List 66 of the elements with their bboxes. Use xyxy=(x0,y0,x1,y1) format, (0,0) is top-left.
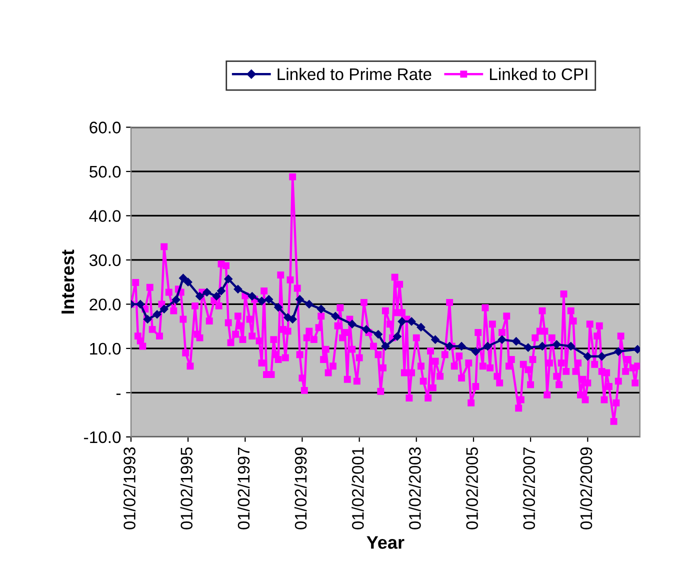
y-tick-label: 30.0 xyxy=(89,254,121,266)
point xyxy=(584,352,592,361)
x-tick-label: 01/02/2005 xyxy=(466,447,478,530)
point xyxy=(172,296,180,304)
point xyxy=(160,304,168,314)
x-tick-label: 01/02/2001 xyxy=(352,447,364,530)
point xyxy=(202,288,212,296)
x-tick-label: 01/02/2007 xyxy=(522,447,536,530)
point xyxy=(234,285,242,294)
point xyxy=(305,300,314,308)
point xyxy=(184,278,192,286)
point xyxy=(374,330,382,338)
point xyxy=(274,303,282,312)
point xyxy=(288,315,297,324)
point xyxy=(633,345,640,354)
point xyxy=(498,335,506,344)
point xyxy=(331,312,340,320)
point xyxy=(445,342,454,350)
point xyxy=(179,274,188,282)
point xyxy=(152,310,162,318)
point xyxy=(431,335,440,344)
point xyxy=(381,342,390,350)
point xyxy=(224,274,232,284)
x-tick-label: 01/02/1995 xyxy=(180,447,193,530)
point xyxy=(217,286,226,296)
point xyxy=(552,340,561,349)
point xyxy=(393,332,402,341)
point xyxy=(258,296,266,306)
y-tick-label: -10.0 xyxy=(84,431,121,444)
point xyxy=(484,342,492,350)
point xyxy=(512,337,520,346)
point xyxy=(296,295,304,304)
point xyxy=(472,347,480,356)
point xyxy=(407,317,416,326)
x-tick-label: 01/02/1993 xyxy=(123,447,136,530)
point xyxy=(316,304,326,314)
point xyxy=(614,347,623,356)
y-tick-label: 10.0 xyxy=(90,342,121,355)
y-tick-label: 60.0 xyxy=(90,122,121,134)
point xyxy=(416,323,426,332)
point xyxy=(398,317,406,326)
point xyxy=(264,295,273,304)
point xyxy=(212,292,221,300)
point xyxy=(566,342,576,350)
point xyxy=(143,315,152,324)
y-tick-label: 50.0 xyxy=(89,166,121,178)
x-tick-label: 01/02/1997 xyxy=(237,447,250,530)
point xyxy=(362,325,370,334)
legend-label: Linked to CPI xyxy=(490,68,588,80)
point xyxy=(136,300,144,308)
y-tick-label: 20.0 xyxy=(90,298,121,310)
x-tick-label: 01/02/2009 xyxy=(580,447,592,530)
legend-label: Linked to Prime Rate xyxy=(278,68,432,80)
x-tick-label: 01/02/1999 xyxy=(294,447,307,530)
point xyxy=(248,292,256,300)
point xyxy=(598,352,606,361)
point xyxy=(538,342,546,350)
y-axis-title: Interest xyxy=(62,250,74,314)
point xyxy=(524,343,532,352)
y-tick-label: - xyxy=(116,394,121,395)
y-tick-label: 40.0 xyxy=(89,210,121,222)
point xyxy=(348,320,356,328)
point xyxy=(196,292,204,300)
x-axis-title: Year xyxy=(366,536,404,549)
x-tick-label: 01/02/2003 xyxy=(408,447,421,530)
point xyxy=(457,342,466,350)
